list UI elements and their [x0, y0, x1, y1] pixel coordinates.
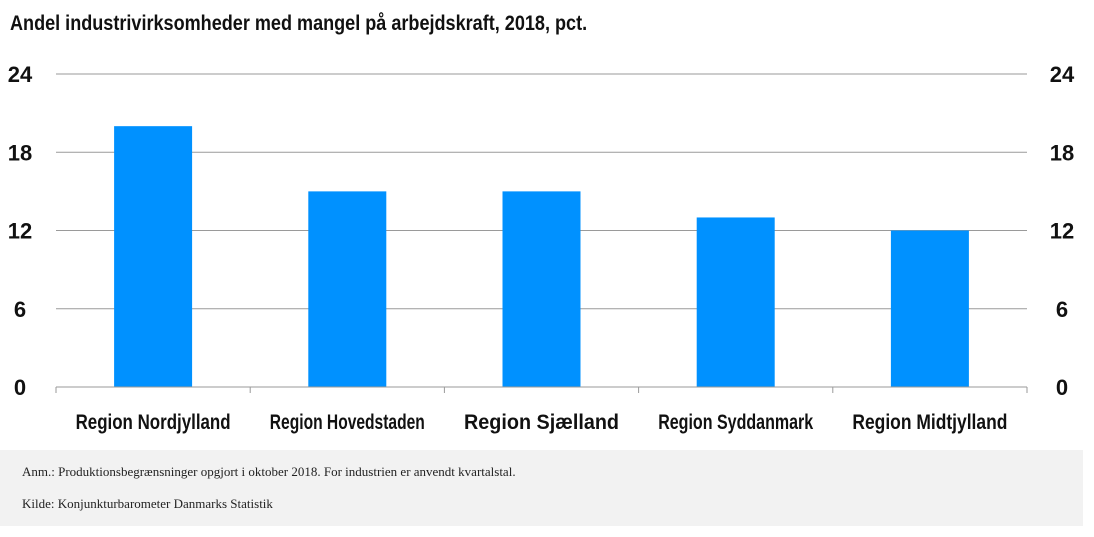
y-tick-label-left: 24: [8, 62, 33, 87]
footnote-source: Kilde: Konjunkturbarometer Danmarks Stat…: [22, 496, 273, 511]
x-tick-label: Region Sjælland: [464, 411, 619, 434]
y-tick-label-right: 24: [1050, 62, 1075, 87]
bar: [502, 191, 581, 387]
axes: 0 0 6 6 12 12 18 18 24 24 Region Nordjylland Region…: [8, 62, 1075, 434]
bar-chart: 0 0 6 6 12 12 18 18 24 24 Region Nordjylland Region…: [8, 62, 1075, 434]
y-tick-label-right: 0: [1056, 375, 1068, 400]
bar: [308, 191, 387, 387]
y-tick-label-right: 12: [1050, 219, 1074, 244]
x-tick-label: Region Hovedstaden: [270, 411, 425, 434]
y-tick-label-right: 18: [1050, 140, 1074, 165]
x-tick-label: Region Syddanmark: [658, 411, 813, 434]
y-tick-label-left: 12: [8, 219, 32, 244]
y-tick-label-left: 18: [8, 140, 32, 165]
y-tick-label-left: 6: [14, 297, 26, 322]
footnote-box: Anm.: Produktionsbegrænsninger opgjort i…: [0, 450, 1083, 526]
bar: [114, 126, 193, 388]
bar: [696, 217, 775, 387]
footnote-anm: Anm.: Produktionsbegrænsninger opgjort i…: [22, 464, 516, 479]
chart-title: Andel industrivirksomheder med mangel på…: [10, 12, 588, 35]
bar: [890, 230, 969, 387]
y-tick-label-left: 0: [14, 375, 26, 400]
y-tick-label-right: 6: [1056, 297, 1068, 322]
x-tick-label: Region Midtjylland: [852, 411, 1007, 434]
bars: [114, 126, 969, 388]
x-tick-label: Region Nordjylland: [76, 411, 231, 434]
